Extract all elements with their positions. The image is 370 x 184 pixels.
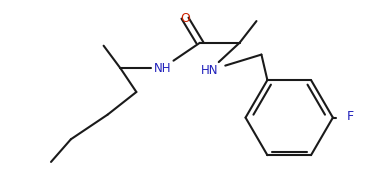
Text: F: F [347, 110, 354, 123]
Text: NH: NH [154, 62, 171, 75]
Text: HN: HN [201, 64, 219, 77]
Text: O: O [180, 12, 190, 25]
